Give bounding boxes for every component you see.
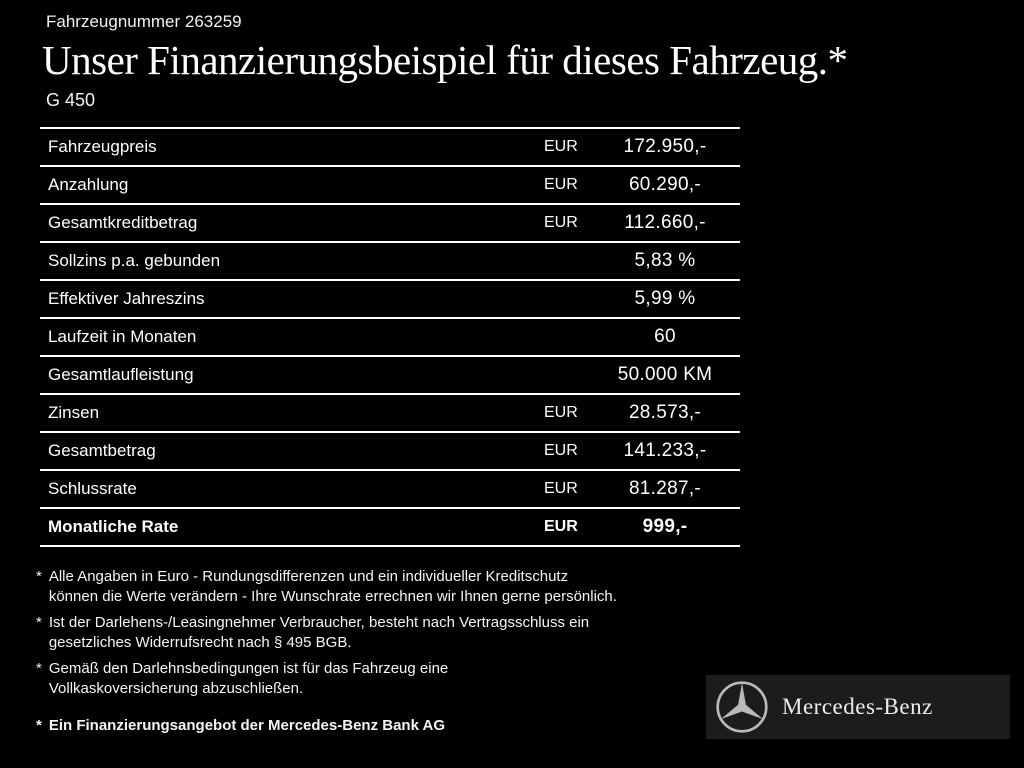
table-row: Schlussrate EUR 81.287,-	[40, 469, 740, 507]
row-value: 81.287,-	[628, 478, 702, 499]
table-row: Gesamtlaufleistung 50.000 KM	[40, 355, 740, 393]
row-value: 999,-	[642, 516, 688, 537]
footnote-marker: *	[36, 717, 42, 734]
row-currency: EUR	[544, 480, 578, 497]
vehicle-number: Fahrzeugnummer 263259	[46, 12, 242, 31]
table-row: Sollzins p.a. gebunden 5,83 %	[40, 241, 740, 279]
table-row: Monatliche Rate EUR 999,-	[40, 507, 740, 545]
row-value: 50.000 KM	[617, 364, 713, 385]
footnote-marker: *	[36, 614, 42, 631]
footnote-marker: *	[36, 660, 42, 677]
row-label: Gesamtbetrag	[48, 441, 156, 460]
footnote: * Ist der Darlehens-/Leasingnehmer Verbr…	[36, 613, 766, 653]
row-label: Zinsen	[48, 403, 100, 422]
footnote-marker: *	[36, 568, 42, 585]
brand-name: Mercedes-Benz	[782, 694, 933, 719]
row-label: Anzahlung	[48, 175, 129, 194]
footnote: * Alle Angaben in Euro - Rundungsdiffere…	[36, 567, 766, 607]
table-row: Fahrzeugpreis EUR 172.950,-	[40, 127, 740, 165]
mercedes-star-icon	[716, 681, 768, 733]
row-label: Gesamtlaufleistung	[48, 365, 194, 384]
footnotes: * Alle Angaben in Euro - Rundungsdiffere…	[36, 567, 766, 736]
row-label: Laufzeit in Monaten	[48, 327, 197, 346]
row-currency: EUR	[544, 214, 578, 231]
row-label: Sollzins p.a. gebunden	[48, 251, 221, 270]
footnote: * Ein Finanzierungsangebot der Mercedes-…	[36, 716, 766, 736]
table-row: Effektiver Jahreszins 5,99 %	[40, 279, 740, 317]
row-value: 60	[654, 326, 676, 347]
table-row: Laufzeit in Monaten 60	[40, 317, 740, 355]
row-label: Effektiver Jahreszins	[48, 289, 205, 308]
table-row: Anzahlung EUR 60.290,-	[40, 165, 740, 203]
row-currency: EUR	[544, 138, 578, 155]
row-currency: EUR	[544, 518, 578, 535]
row-value: 60.290,-	[628, 174, 702, 195]
row-value: 28.573,-	[628, 402, 702, 423]
finance-table: Fahrzeugpreis EUR 172.950,- Anzahlung EU…	[40, 127, 740, 547]
vehicle-model: G 450	[46, 90, 96, 110]
table-row: Zinsen EUR 28.573,-	[40, 393, 740, 431]
row-currency: EUR	[544, 176, 578, 193]
row-label: Fahrzeugpreis	[48, 137, 157, 156]
row-currency: EUR	[544, 404, 578, 421]
row-label: Monatliche Rate	[48, 517, 179, 536]
row-value: 5,99 %	[634, 288, 696, 309]
table-row: Gesamtkreditbetrag EUR 112.660,-	[40, 203, 740, 241]
table-row: Gesamtbetrag EUR 141.233,-	[40, 431, 740, 469]
row-value: 172.950,-	[623, 136, 707, 157]
row-label: Schlussrate	[48, 479, 137, 498]
row-currency: EUR	[544, 442, 578, 459]
row-value: 5,83 %	[634, 250, 696, 271]
row-label: Gesamtkreditbetrag	[48, 213, 198, 232]
brand-panel: Mercedes-Benz	[706, 675, 1010, 739]
row-value: 112.660,-	[624, 212, 706, 233]
footnote-text: Alle Angaben in Euro - Rundungsdifferenz…	[48, 568, 617, 605]
footnote: * Gemäß den Darlehnsbedingungen ist für …	[36, 659, 766, 699]
page-title: Unser Finanzierungsbeispiel für dieses F…	[42, 37, 848, 83]
footnote-text: Ist der Darlehens-/Leasingnehmer Verbrau…	[48, 614, 590, 651]
footnote-text: Gemäß den Darlehnsbedingungen ist für da…	[48, 660, 449, 697]
row-value: 141.233,-	[623, 440, 707, 461]
footnote-text: Ein Finanzierungsangebot der Mercedes-Be…	[48, 717, 446, 734]
